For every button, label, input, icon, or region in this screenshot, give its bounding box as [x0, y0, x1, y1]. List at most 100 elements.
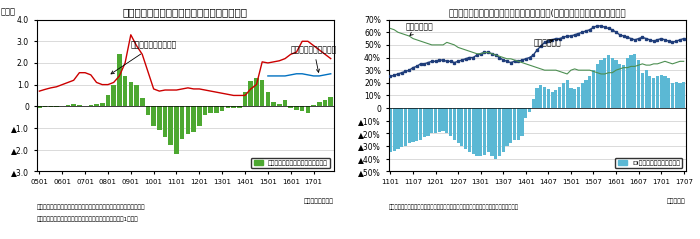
Bar: [37, 106, 42, 109]
Bar: [393, 108, 395, 151]
Bar: [483, 108, 486, 155]
Bar: [456, 108, 460, 143]
Bar: [517, 108, 520, 140]
Bar: [554, 90, 557, 108]
Bar: [265, 92, 270, 106]
Bar: [111, 85, 116, 106]
Title: 消費者物価（除く生鮮食品）の「上昇品目数(割合）－下落品目数（割合）」: 消費者物価（除く生鮮食品）の「上昇品目数(割合）－下落品目数（割合）」: [448, 8, 626, 17]
Legend: 消費者物価（生鮮食品を除く総合）: 消費者物価（生鮮食品を除く総合）: [251, 158, 330, 168]
Bar: [486, 108, 490, 152]
Bar: [400, 108, 403, 147]
Text: （注）消費税率引き上げの影響を除いている。（資料）総務省統計局「消費者物価指数」: （注）消費税率引き上げの影響を除いている。（資料）総務省統計局「消費者物価指数」: [389, 205, 519, 210]
Bar: [254, 78, 259, 106]
Bar: [434, 108, 438, 133]
Text: （％）: （％）: [1, 8, 16, 16]
Bar: [260, 80, 265, 106]
Bar: [426, 108, 430, 136]
Bar: [520, 108, 524, 136]
Bar: [312, 105, 316, 106]
Bar: [494, 108, 497, 159]
Bar: [134, 85, 139, 106]
Bar: [678, 83, 682, 108]
Bar: [419, 108, 422, 140]
Bar: [615, 60, 617, 108]
Bar: [88, 105, 93, 106]
Bar: [283, 100, 287, 106]
Bar: [157, 106, 162, 130]
Bar: [502, 108, 505, 152]
Bar: [656, 76, 659, 108]
Bar: [573, 89, 576, 108]
Bar: [214, 106, 219, 113]
Bar: [442, 108, 444, 131]
Bar: [122, 76, 127, 106]
Legend: DI（上昇品目－下落品目）: DI（上昇品目－下落品目）: [615, 158, 682, 168]
Bar: [479, 108, 482, 156]
Bar: [248, 81, 253, 106]
Bar: [461, 108, 463, 146]
Bar: [550, 92, 554, 108]
Bar: [671, 83, 674, 108]
Text: 企業の物価見通しは日銀短観の企業の物価見通し（1年後）: 企業の物価見通しは日銀短観の企業の物価見通し（1年後）: [36, 217, 138, 222]
Bar: [652, 78, 655, 108]
Bar: [464, 108, 467, 148]
Bar: [640, 73, 644, 108]
Bar: [174, 106, 179, 154]
Bar: [634, 54, 636, 108]
Bar: [509, 108, 512, 143]
Bar: [288, 106, 293, 109]
Bar: [667, 78, 671, 108]
Bar: [404, 108, 407, 146]
Bar: [389, 108, 392, 152]
Bar: [407, 108, 411, 143]
Bar: [169, 106, 173, 145]
Bar: [682, 81, 685, 108]
Bar: [100, 103, 104, 106]
Bar: [468, 108, 471, 152]
Text: 家計の予想物価上昇率: 家計の予想物価上昇率: [111, 41, 177, 74]
Bar: [562, 83, 565, 108]
Bar: [645, 70, 648, 108]
Bar: [94, 104, 99, 106]
Bar: [664, 76, 666, 108]
Bar: [117, 54, 122, 106]
Bar: [637, 60, 640, 108]
Bar: [317, 102, 321, 106]
Bar: [528, 108, 531, 112]
Bar: [539, 85, 542, 108]
Bar: [536, 88, 539, 108]
Bar: [146, 106, 150, 115]
Bar: [415, 108, 419, 141]
Bar: [498, 108, 501, 156]
Bar: [300, 106, 304, 111]
Bar: [603, 58, 606, 108]
Bar: [323, 100, 328, 106]
Bar: [588, 76, 592, 108]
Bar: [648, 76, 652, 108]
Text: （年・四半期期）: （年・四半期期）: [304, 199, 334, 204]
Bar: [272, 102, 276, 106]
Bar: [220, 106, 225, 111]
Bar: [140, 98, 144, 106]
Text: 下落品目割合: 下落品目割合: [405, 23, 433, 35]
Text: 上昇品目割合: 上昇品目割合: [533, 38, 561, 47]
Bar: [629, 55, 633, 108]
Bar: [197, 106, 202, 126]
Bar: [54, 106, 59, 107]
Bar: [659, 75, 663, 108]
Bar: [449, 108, 452, 136]
Bar: [43, 106, 48, 107]
Bar: [191, 106, 196, 132]
Bar: [610, 58, 614, 108]
Bar: [209, 106, 213, 113]
Bar: [505, 108, 509, 146]
Bar: [577, 87, 580, 108]
Bar: [524, 108, 527, 118]
Title: 実績に連動する家計・企業の予想物価上昇率: 実績に連動する家計・企業の予想物価上昇率: [122, 7, 248, 17]
Bar: [472, 108, 475, 154]
Bar: [277, 104, 281, 106]
Bar: [225, 106, 230, 109]
Bar: [71, 104, 76, 106]
Bar: [675, 81, 678, 108]
Bar: [237, 106, 241, 109]
